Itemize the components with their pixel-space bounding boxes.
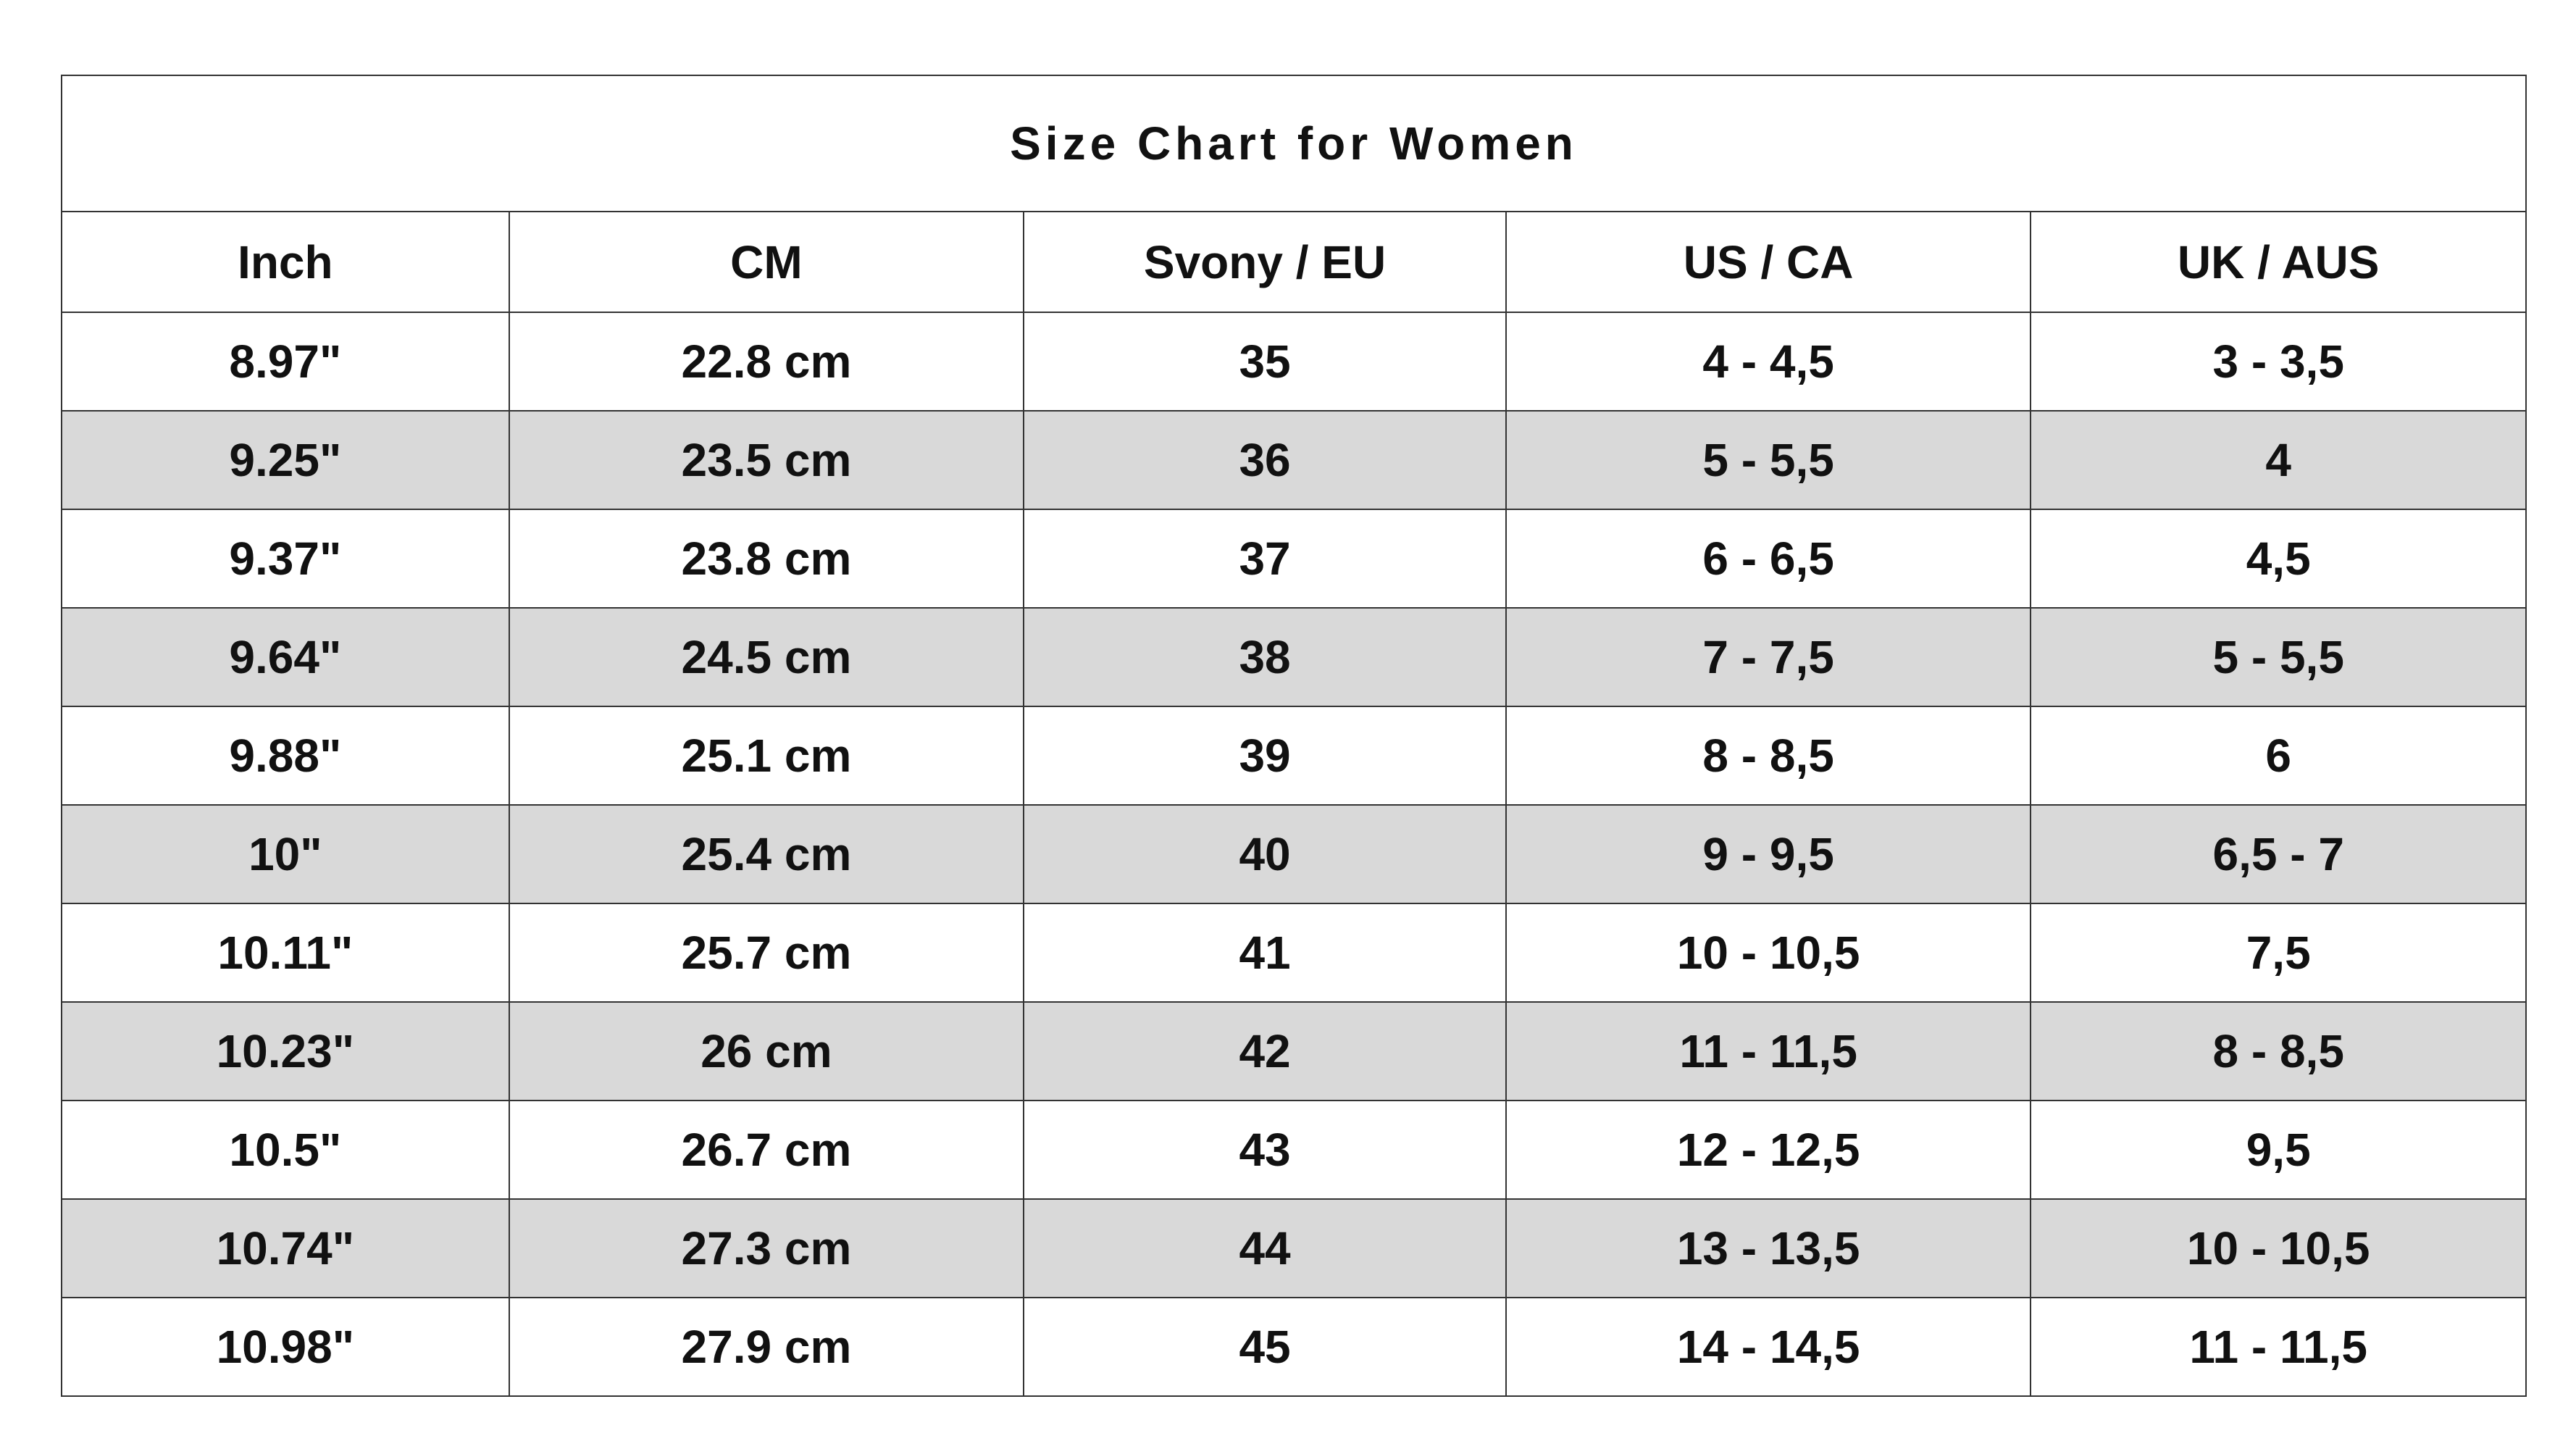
table-cell: 9.25" [61,410,510,510]
table-cell: 27.9 cm [508,1297,1025,1397]
table-cell: 38 [1023,607,1507,707]
table-cell: 37 [1023,509,1507,609]
column-header: UK / AUS [2030,211,2527,313]
table-cell: 35 [1023,312,1507,412]
header-row: Inch CM Svony / EU US / CA UK / AUS [61,211,2527,313]
table-cell: 42 [1023,1001,1507,1101]
table-cell: 10.11" [61,903,510,1003]
table-cell: 11 - 11,5 [2030,1297,2527,1397]
table-cell: 23.8 cm [508,509,1025,609]
table-cell: 39 [1023,706,1507,806]
table-row: 10.5" 26.7 cm 43 12 - 12,5 9,5 [61,1100,2527,1200]
table-cell: 4 - 4,5 [1505,312,2032,412]
table-cell: 14 - 14,5 [1505,1297,2032,1397]
table-cell: 8 - 8,5 [1505,706,2032,806]
table-cell: 4 [2030,410,2527,510]
table-body: 8.97" 22.8 cm 35 4 - 4,5 3 - 3,5 9.25" 23.5 cm… [61,312,2527,1397]
table-cell: 26.7 cm [508,1100,1025,1200]
column-header: Svony / EU [1023,211,1507,313]
table-cell: 10.5" [61,1100,510,1200]
table-cell: 6,5 - 7 [2030,804,2527,904]
table-cell: 3 - 3,5 [2030,312,2527,412]
table-cell: 44 [1023,1198,1507,1298]
table-cell: 43 [1023,1100,1507,1200]
size-chart-table: Size Chart for Women Inch CM Svony / EU US … [61,75,2527,1397]
table-cell: 6 - 6,5 [1505,509,2032,609]
table-cell: 6 [2030,706,2527,806]
table-cell: 9,5 [2030,1100,2527,1200]
table-row: 9.64" 24.5 cm 38 7 - 7,5 5 - 5,5 [61,607,2527,707]
table-cell: 25.1 cm [508,706,1025,806]
table-cell: 10 - 10,5 [1505,903,2032,1003]
table-cell: 27.3 cm [508,1198,1025,1298]
table-title: Size Chart for Women [61,75,2527,212]
table-cell: 5 - 5,5 [2030,607,2527,707]
table-cell: 10.98" [61,1297,510,1397]
table-cell: 10 - 10,5 [2030,1198,2527,1298]
table-cell: 24.5 cm [508,607,1025,707]
table-row: 10.98" 27.9 cm 45 14 - 14,5 11 - 11,5 [61,1297,2527,1397]
table-cell: 10" [61,804,510,904]
table-row: 8.97" 22.8 cm 35 4 - 4,5 3 - 3,5 [61,312,2527,412]
table-row: 9.37" 23.8 cm 37 6 - 6,5 4,5 [61,509,2527,609]
table-cell: 36 [1023,410,1507,510]
table-cell: 7,5 [2030,903,2527,1003]
table-cell: 9.64" [61,607,510,707]
table-row: 10.23" 26 cm 42 11 - 11,5 8 - 8,5 [61,1001,2527,1101]
table-cell: 45 [1023,1297,1507,1397]
table-row: 9.25" 23.5 cm 36 5 - 5,5 4 [61,410,2527,510]
table-row: 10.11" 25.7 cm 41 10 - 10,5 7,5 [61,903,2527,1003]
table-cell: 10.74" [61,1198,510,1298]
table-cell: 7 - 7,5 [1505,607,2032,707]
table-cell: 41 [1023,903,1507,1003]
table-cell: 11 - 11,5 [1505,1001,2032,1101]
table-cell: 10.23" [61,1001,510,1101]
table-cell: 8 - 8,5 [2030,1001,2527,1101]
table-cell: 25.4 cm [508,804,1025,904]
table-row: 9.88" 25.1 cm 39 8 - 8,5 6 [61,706,2527,806]
column-header: CM [508,211,1025,313]
table-cell: 40 [1023,804,1507,904]
table-cell: 9 - 9,5 [1505,804,2032,904]
table-row: 10.74" 27.3 cm 44 13 - 13,5 10 - 10,5 [61,1198,2527,1298]
table-row: 10" 25.4 cm 40 9 - 9,5 6,5 - 7 [61,804,2527,904]
column-header: Inch [61,211,510,313]
table-cell: 4,5 [2030,509,2527,609]
table-cell: 13 - 13,5 [1505,1198,2032,1298]
table-cell: 26 cm [508,1001,1025,1101]
table-cell: 12 - 12,5 [1505,1100,2032,1200]
table-cell: 8.97" [61,312,510,412]
table-cell: 22.8 cm [508,312,1025,412]
table-cell: 23.5 cm [508,410,1025,510]
table-cell: 5 - 5,5 [1505,410,2032,510]
table-cell: 9.88" [61,706,510,806]
table-cell: 9.37" [61,509,510,609]
table-cell: 25.7 cm [508,903,1025,1003]
column-header: US / CA [1505,211,2032,313]
